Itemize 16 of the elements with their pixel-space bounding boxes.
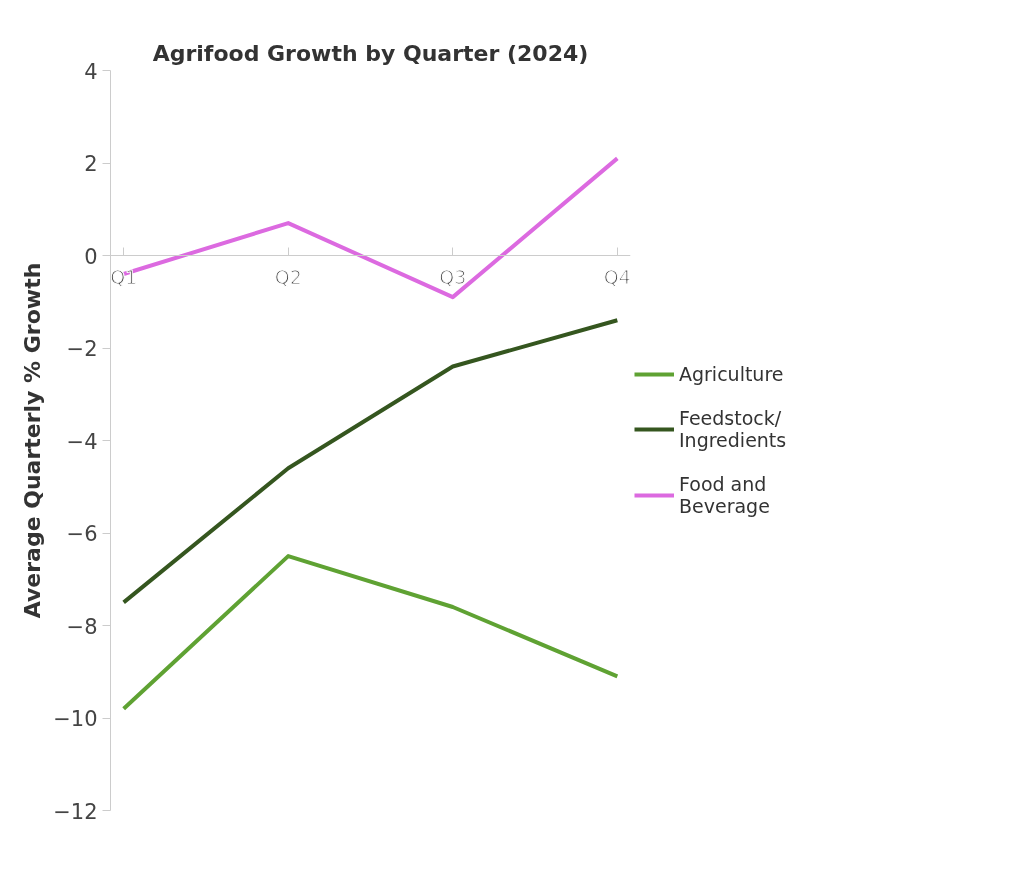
y-tick-label: −12 xyxy=(53,799,98,824)
y-tick-label: −8 xyxy=(66,614,98,639)
y-tick-label: −2 xyxy=(66,337,98,361)
y-tick-label: −4 xyxy=(66,429,98,454)
y-axis-title: Average Quarterly % Growth xyxy=(20,262,46,619)
y-tick-label: −6 xyxy=(66,522,98,546)
y-tick-label: 0 xyxy=(84,244,98,269)
legend-label: Agriculture xyxy=(679,363,784,385)
y-tick-label: 2 xyxy=(84,152,98,176)
chart-title: Agrifood Growth by Quarter (2024) xyxy=(152,40,589,66)
y-tick-label: 4 xyxy=(84,59,98,84)
legend-label: Feedstock/ Ingredients xyxy=(679,407,787,451)
legend-label: Food and Beverage xyxy=(679,473,770,517)
y-tick-label: −10 xyxy=(53,707,98,731)
line-series xyxy=(121,554,620,711)
line-series xyxy=(121,318,620,605)
